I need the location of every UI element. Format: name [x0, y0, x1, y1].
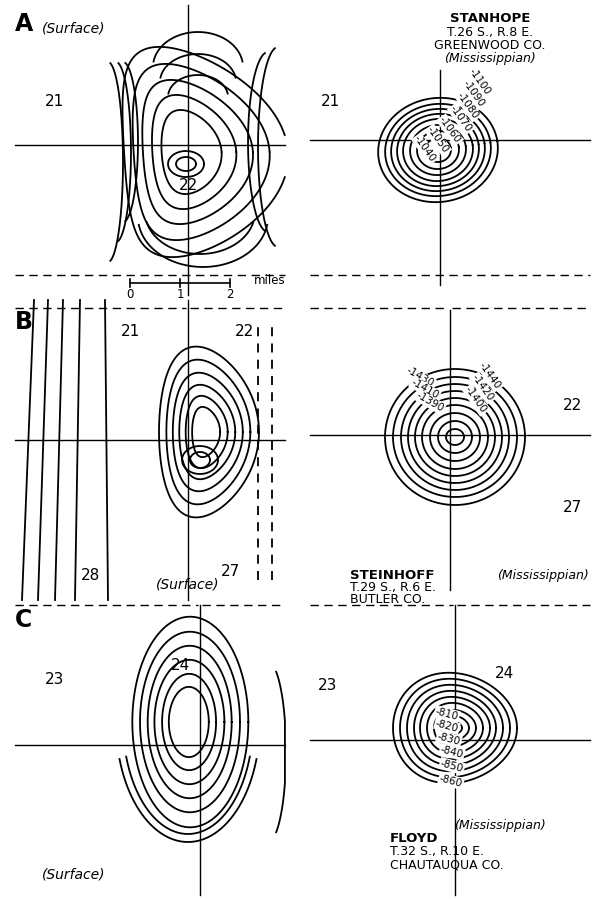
Text: T.29 S., R.6 E.: T.29 S., R.6 E. — [350, 581, 436, 594]
Text: -840: -840 — [439, 744, 464, 760]
Text: (Mississippian): (Mississippian) — [454, 819, 546, 832]
Text: -1040: -1040 — [412, 134, 437, 164]
Text: 27: 27 — [562, 500, 581, 516]
Text: 24: 24 — [496, 667, 515, 681]
Text: B: B — [15, 310, 33, 334]
Text: (Surface): (Surface) — [42, 22, 106, 36]
Text: GREENWOOD CO.: GREENWOOD CO. — [434, 39, 546, 52]
Text: 21: 21 — [320, 94, 340, 110]
Text: -810: -810 — [434, 706, 460, 722]
Text: -1440: -1440 — [477, 361, 503, 392]
Text: 23: 23 — [46, 672, 65, 688]
Text: -1390: -1390 — [415, 390, 446, 414]
Text: 21: 21 — [121, 325, 140, 339]
Text: -1080: -1080 — [455, 91, 481, 122]
Text: STEINHOFF: STEINHOFF — [350, 569, 434, 582]
Text: -1060: -1060 — [437, 115, 463, 145]
Text: -1050: -1050 — [425, 125, 451, 155]
Text: 27: 27 — [220, 564, 239, 580]
Text: 23: 23 — [319, 678, 338, 692]
Text: miles: miles — [254, 274, 286, 287]
Text: (Surface): (Surface) — [156, 578, 220, 592]
Text: (Mississippian): (Mississippian) — [497, 569, 589, 582]
Text: 22: 22 — [178, 178, 197, 194]
Text: -1420: -1420 — [470, 373, 496, 403]
Text: (Surface): (Surface) — [42, 868, 106, 882]
Text: T.26 S., R.8 E.: T.26 S., R.8 E. — [447, 26, 533, 39]
Text: 28: 28 — [80, 568, 100, 582]
Text: 0: 0 — [127, 288, 134, 301]
Text: 21: 21 — [46, 94, 65, 110]
Text: CHAUTAUQUA CO.: CHAUTAUQUA CO. — [390, 858, 504, 871]
Text: -830: -830 — [436, 731, 461, 747]
Text: 22: 22 — [562, 398, 581, 412]
Text: -1430: -1430 — [404, 365, 436, 389]
Text: A: A — [15, 12, 33, 36]
Text: (Mississippian): (Mississippian) — [444, 52, 536, 65]
Text: -860: -860 — [439, 773, 464, 789]
Text: 24: 24 — [170, 658, 190, 672]
Text: -1070: -1070 — [448, 104, 473, 134]
Text: T.32 S., R.10 E.: T.32 S., R.10 E. — [390, 845, 484, 858]
Text: -820: -820 — [434, 718, 460, 734]
Text: FLOYD: FLOYD — [390, 832, 439, 845]
Text: -1400: -1400 — [463, 385, 488, 415]
Text: C: C — [15, 608, 32, 632]
Text: -1090: -1090 — [461, 79, 487, 109]
Text: BUTLER CO.: BUTLER CO. — [350, 593, 425, 606]
Text: -1100: -1100 — [467, 67, 493, 97]
Text: 2: 2 — [226, 288, 234, 301]
Text: 1: 1 — [176, 288, 184, 301]
Text: -1410: -1410 — [409, 377, 440, 400]
Text: STANHOPE: STANHOPE — [450, 12, 530, 25]
Text: -850: -850 — [439, 758, 464, 774]
Text: 22: 22 — [235, 325, 254, 339]
